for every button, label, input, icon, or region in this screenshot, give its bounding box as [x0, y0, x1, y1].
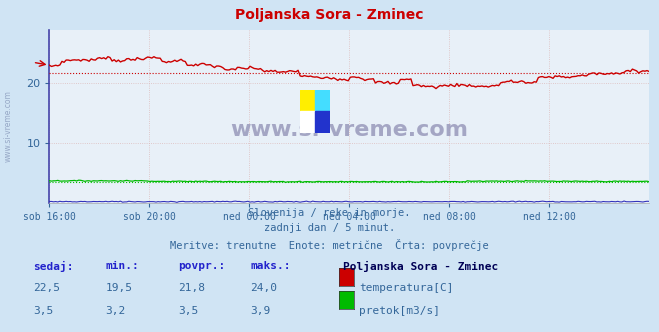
Text: Poljanska Sora - Zminec: Poljanska Sora - Zminec [343, 261, 498, 272]
Bar [315, 111, 330, 133]
Text: min.:: min.: [105, 261, 139, 271]
Text: 3,5: 3,5 [178, 306, 198, 316]
Bar [300, 111, 315, 133]
Text: sedaj:: sedaj: [33, 261, 73, 272]
Text: Meritve: trenutne  Enote: metrične  Črta: povprečje: Meritve: trenutne Enote: metrične Črta: … [170, 239, 489, 251]
Text: 19,5: 19,5 [105, 283, 132, 293]
Text: Poljanska Sora - Zminec: Poljanska Sora - Zminec [235, 8, 424, 22]
Text: 3,5: 3,5 [33, 306, 53, 316]
Text: pretok[m3/s]: pretok[m3/s] [359, 306, 440, 316]
Text: www.si-vreme.com: www.si-vreme.com [3, 90, 13, 162]
Text: 22,5: 22,5 [33, 283, 60, 293]
Text: 3,2: 3,2 [105, 306, 126, 316]
Text: 3,9: 3,9 [250, 306, 271, 316]
Bar [300, 90, 315, 111]
Text: zadnji dan / 5 minut.: zadnji dan / 5 minut. [264, 223, 395, 233]
Text: www.si-vreme.com: www.si-vreme.com [230, 120, 469, 140]
Text: povpr.:: povpr.: [178, 261, 225, 271]
Text: temperatura[C]: temperatura[C] [359, 283, 453, 293]
Text: 24,0: 24,0 [250, 283, 277, 293]
Text: maks.:: maks.: [250, 261, 291, 271]
Text: Slovenija / reke in morje.: Slovenija / reke in morje. [248, 208, 411, 217]
Bar [315, 90, 330, 111]
Text: 21,8: 21,8 [178, 283, 205, 293]
